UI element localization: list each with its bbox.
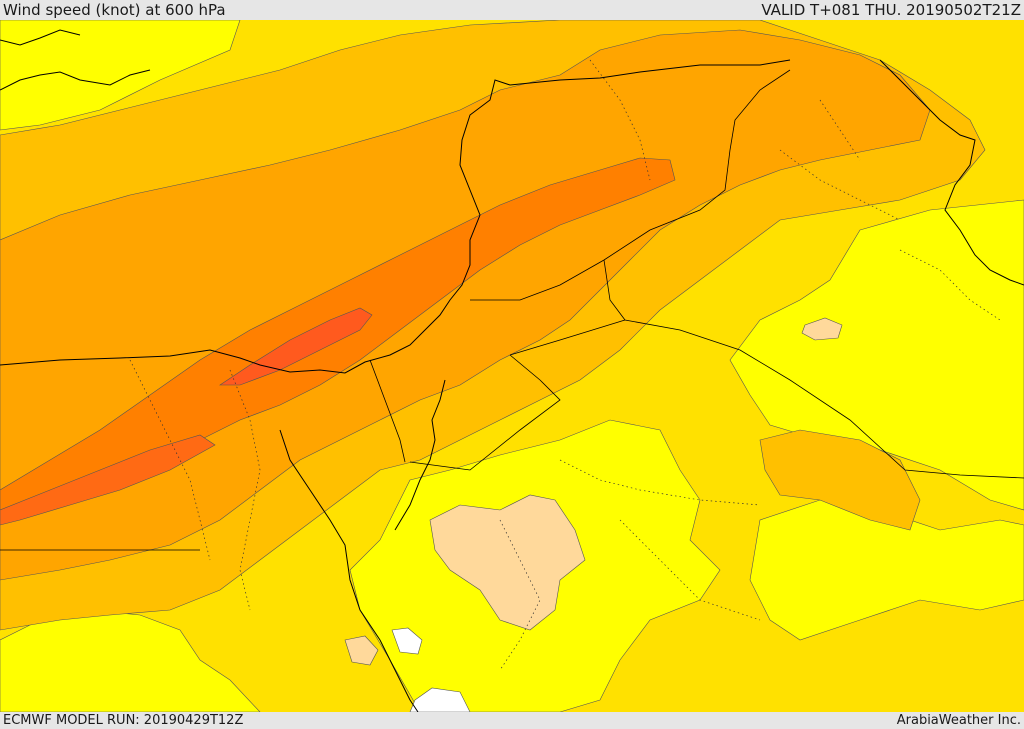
- red-orange-southwest: [0, 434, 216, 526]
- borders: [0, 69, 1024, 551]
- calm-pocket-east: [801, 317, 843, 341]
- map-title: Wind speed (knot) at 600 hPa: [3, 1, 226, 19]
- red-orange-maximum: [219, 307, 373, 386]
- valid-time: VALID T+081 THU. 20190502T21Z: [761, 1, 1021, 19]
- bright-yellow-zone-northwest: [0, 20, 241, 131]
- calm-pocket-south: [344, 635, 379, 666]
- light-orange-band: [0, 29, 931, 581]
- gold-patch-east: [759, 429, 921, 531]
- model-run: ECMWF MODEL RUN: 20190429T12Z: [3, 713, 244, 728]
- map-footer: ECMWF MODEL RUN: 20190429T12Z ArabiaWeat…: [0, 712, 1024, 729]
- calm-pocket-white-south: [409, 687, 471, 712]
- wind-speed-map: [0, 20, 1024, 712]
- coastlines: [0, 29, 1024, 712]
- calm-pocket-arabia: [429, 494, 586, 631]
- calm-pocket-white: [391, 627, 423, 655]
- admin-boundaries: [129, 59, 1001, 671]
- map-header: Wind speed (knot) at 600 hPa VALID T+081…: [0, 0, 1024, 20]
- credit: ArabiaWeather Inc.: [896, 713, 1021, 728]
